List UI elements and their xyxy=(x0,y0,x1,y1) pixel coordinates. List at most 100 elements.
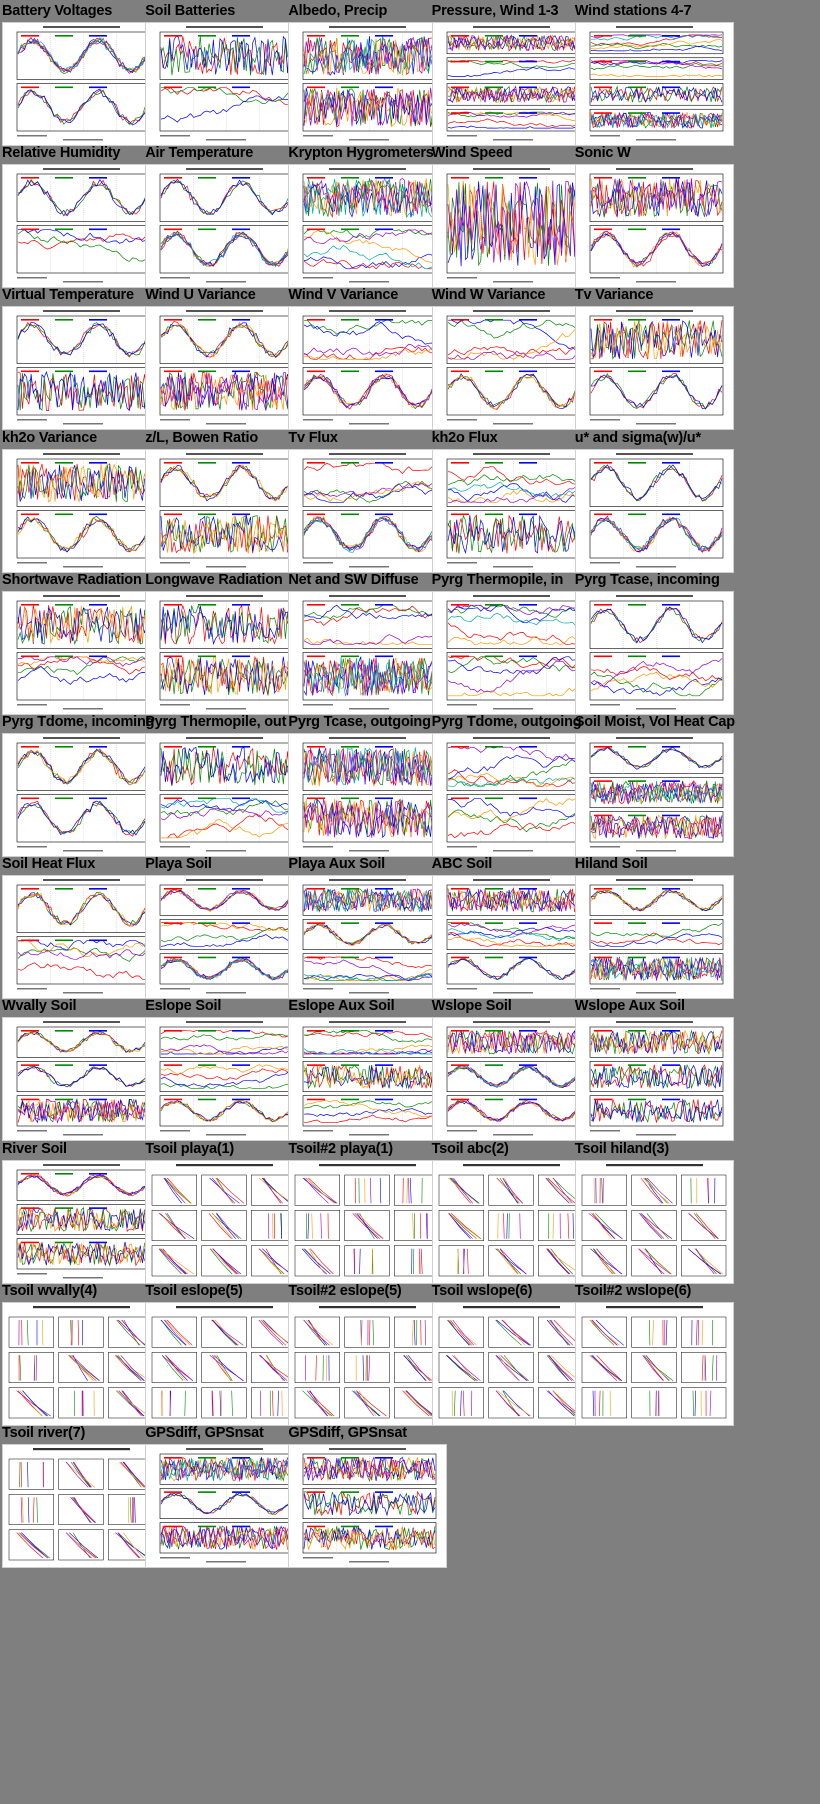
profile-line xyxy=(546,1177,572,1204)
thumbnail-image-link[interactable] xyxy=(574,1017,734,1142)
thumbnail-image-link[interactable] xyxy=(2,306,161,431)
thumbnail-image-link[interactable] xyxy=(2,1301,161,1426)
thumbnail-image-link[interactable] xyxy=(288,164,448,289)
thumbnail-image-link[interactable] xyxy=(288,733,448,857)
axis-label-mark xyxy=(206,850,247,852)
profile-line xyxy=(260,1354,288,1381)
thumbnail-image-link[interactable] xyxy=(431,1159,591,1284)
thumbnail-title: Relative Humidity xyxy=(2,145,121,162)
profile-panel xyxy=(201,1174,247,1206)
thumbnail-image-link[interactable] xyxy=(431,306,591,431)
thumbnail-image-link[interactable] xyxy=(288,1444,448,1568)
thumbnail-image-link[interactable] xyxy=(288,1159,448,1284)
profile-line xyxy=(499,1248,519,1274)
profile-line xyxy=(71,1497,97,1523)
thumbnail-image-link[interactable] xyxy=(2,448,161,573)
plot-thumbnail xyxy=(446,168,580,283)
thumbnail-image-link[interactable] xyxy=(145,448,305,573)
thumbnail-image-link[interactable] xyxy=(2,733,161,857)
series-line xyxy=(17,464,150,502)
profile-line xyxy=(165,1354,186,1381)
thumbnail-image-link[interactable] xyxy=(2,1444,161,1568)
thumbnail-image-link[interactable] xyxy=(431,1301,591,1426)
plot-panel xyxy=(446,173,580,274)
thumbnail-cell: Pyrg Thermopile, in xyxy=(430,571,594,735)
axis-label-mark xyxy=(63,707,103,710)
thumbnail-image-link[interactable] xyxy=(2,875,161,1000)
thumbnail-image-link[interactable] xyxy=(145,1159,305,1284)
legend-mark xyxy=(484,461,503,464)
thumbnail-image-link[interactable] xyxy=(288,448,448,573)
plot-title-mark xyxy=(615,879,693,882)
thumbnail-image-link[interactable] xyxy=(288,1017,448,1142)
thumbnail-image-link[interactable] xyxy=(2,164,161,289)
thumbnail-image-link[interactable] xyxy=(2,590,161,715)
series-line xyxy=(590,1099,722,1124)
profile-line xyxy=(158,1248,183,1274)
thumbnail-image-link[interactable] xyxy=(145,875,305,1000)
series-line xyxy=(590,747,722,770)
thumbnail-image-link[interactable] xyxy=(431,448,591,573)
thumbnail-image-link[interactable] xyxy=(145,1017,305,1142)
thumbnail-image-link[interactable] xyxy=(431,22,591,146)
series-line xyxy=(304,1031,436,1039)
thumbnail-image-link[interactable] xyxy=(431,1017,591,1142)
thumbnail-image-link[interactable] xyxy=(288,306,448,431)
thumbnail-image-link[interactable] xyxy=(145,590,305,715)
thumbnail-image-link[interactable] xyxy=(574,733,734,857)
profile-line xyxy=(352,1390,380,1417)
profile-line xyxy=(447,1319,477,1346)
axis-label-mark xyxy=(589,277,620,279)
thumbnail-image-link[interactable] xyxy=(145,733,305,857)
thumbnail-cell: u* and sigma(w)/u* xyxy=(573,429,737,593)
thumbnail-image-link[interactable] xyxy=(431,733,591,857)
profile-line xyxy=(412,1212,415,1239)
thumbnail-image-link[interactable] xyxy=(2,1017,161,1142)
series-line xyxy=(304,1064,436,1089)
thumbnail-image-link[interactable] xyxy=(145,22,305,146)
profile-line xyxy=(652,1319,654,1346)
legend-mark xyxy=(484,513,503,515)
thumbnail-image-link[interactable] xyxy=(574,1159,734,1284)
plot-panel xyxy=(589,31,724,55)
thumbnail-image-link[interactable] xyxy=(431,164,591,289)
thumbnail-image-link[interactable] xyxy=(574,1301,734,1426)
thumbnail-image-link[interactable] xyxy=(574,306,734,431)
thumbnail-image-link[interactable] xyxy=(574,590,734,715)
thumbnail-cell: Pyrg Tdome, outgoing xyxy=(430,713,594,877)
thumbnail-image-link[interactable] xyxy=(145,1444,305,1568)
axis-label-mark xyxy=(349,1134,390,1136)
plot-thumbnail xyxy=(159,879,294,994)
legend-mark xyxy=(307,888,326,890)
profile-line xyxy=(210,1248,237,1274)
thumbnail-image-link[interactable] xyxy=(431,590,591,715)
profile-panel xyxy=(108,1494,154,1525)
profile-line xyxy=(495,1390,519,1417)
legend-mark xyxy=(627,655,646,657)
thumbnail-image-link[interactable] xyxy=(574,875,734,1000)
thumbnail-image-link[interactable] xyxy=(288,875,448,1000)
thumbnail-image-link[interactable] xyxy=(574,22,734,146)
profile-line xyxy=(114,1354,150,1381)
thumbnail-image-link[interactable] xyxy=(288,22,448,146)
legend-mark xyxy=(198,797,217,800)
thumbnail-image-link[interactable] xyxy=(574,164,734,289)
thumbnail-image-link[interactable] xyxy=(145,164,305,289)
thumbnail-image-link[interactable] xyxy=(145,306,305,431)
legend-mark xyxy=(198,746,217,748)
thumbnail-image-link[interactable] xyxy=(431,875,591,1000)
axis-label-mark xyxy=(17,135,47,137)
legend-mark xyxy=(55,1099,73,1101)
plot-panel xyxy=(303,458,437,507)
thumbnail-image-link[interactable] xyxy=(2,1159,161,1284)
plot-thumbnail xyxy=(303,737,437,852)
thumbnail-cell: kh2o Flux xyxy=(430,429,594,593)
axis-label-mark xyxy=(17,277,47,279)
thumbnail-image-link[interactable] xyxy=(288,590,448,715)
series-line xyxy=(161,463,293,501)
thumbnail-image-link[interactable] xyxy=(288,1301,448,1426)
profile-line xyxy=(402,1390,430,1417)
thumbnail-image-link[interactable] xyxy=(145,1301,305,1426)
thumbnail-image-link[interactable] xyxy=(2,22,161,146)
thumbnail-image-link[interactable] xyxy=(574,448,734,573)
